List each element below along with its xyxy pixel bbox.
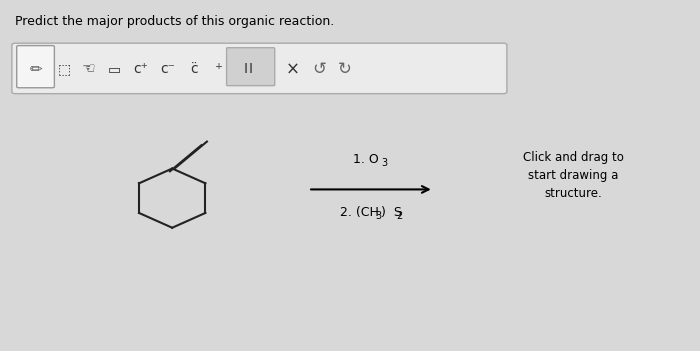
Text: c⁻: c⁻ — [160, 62, 175, 76]
Text: )  S: ) S — [382, 206, 402, 219]
FancyBboxPatch shape — [12, 43, 507, 94]
Text: Predict the major products of this organic reaction.: Predict the major products of this organ… — [15, 15, 335, 28]
Text: ↺: ↺ — [312, 60, 326, 78]
Text: 2. (CH: 2. (CH — [340, 206, 379, 219]
Text: I: I — [244, 62, 247, 76]
Text: ▭: ▭ — [108, 62, 121, 76]
Text: 2: 2 — [397, 211, 403, 220]
Text: Click and drag to
start drawing a
structure.: Click and drag to start drawing a struct… — [523, 151, 624, 200]
Text: I: I — [249, 62, 253, 76]
Text: c⁺: c⁺ — [134, 62, 148, 76]
Text: 3: 3 — [376, 211, 382, 220]
Text: ×: × — [286, 60, 300, 78]
Text: ✏: ✏ — [29, 62, 42, 77]
FancyBboxPatch shape — [17, 46, 55, 88]
Text: ☜: ☜ — [82, 62, 95, 77]
Text: 1. O: 1. O — [354, 153, 379, 166]
Text: ⁺: ⁺ — [215, 62, 223, 77]
Text: c̈: c̈ — [190, 62, 197, 76]
Text: ⬚: ⬚ — [57, 62, 71, 76]
FancyBboxPatch shape — [227, 48, 274, 86]
Text: 3: 3 — [382, 158, 388, 168]
Text: ↻: ↻ — [337, 60, 351, 78]
